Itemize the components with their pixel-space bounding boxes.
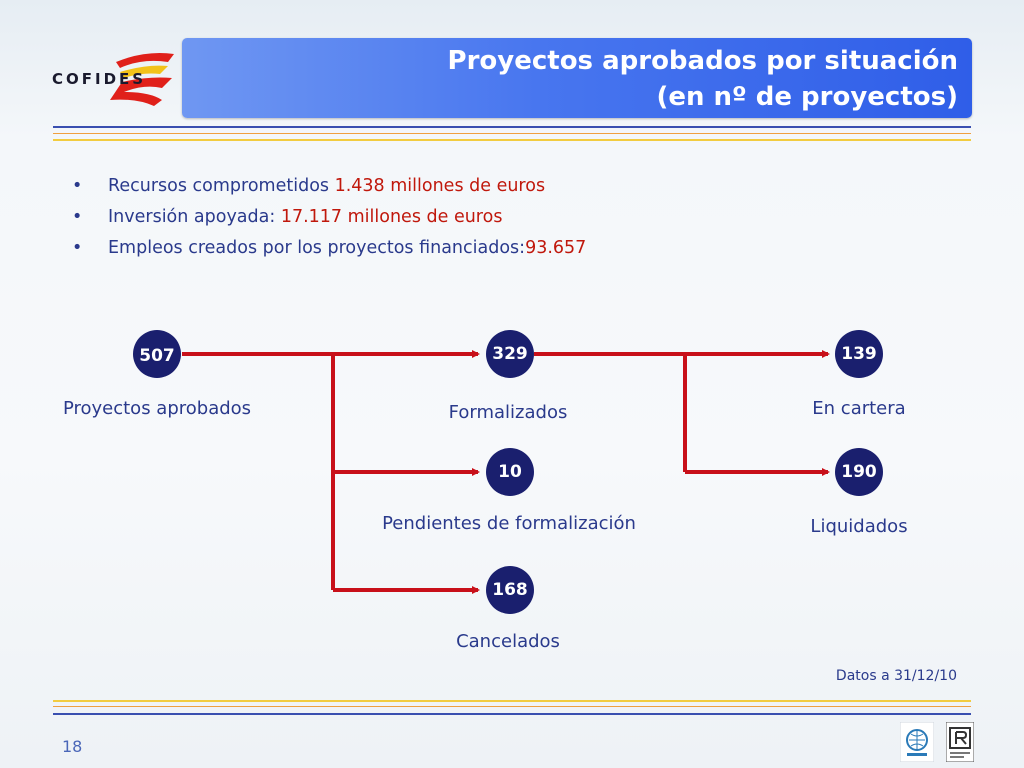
label-pendientes: Pendientes de formalización <box>382 513 636 534</box>
date-note: Datos a 31/12/10 <box>835 668 957 684</box>
bullet-inversion: Inversión apoyada: 17.117 millones de eu… <box>72 207 586 238</box>
header-rule-yellow <box>53 139 971 141</box>
node-aprobados-value: 507 <box>139 346 175 366</box>
node-formalizados: 329 <box>486 330 534 378</box>
label-cancelados: Cancelados <box>456 631 560 652</box>
logo-mark-icon <box>110 53 174 106</box>
node-pendientes: 10 <box>486 448 534 496</box>
global-compact-icon <box>899 721 935 763</box>
page-title: Proyectos aprobados por situación <box>447 46 958 76</box>
footer-rule-yellow <box>53 700 971 702</box>
node-formalizados-value: 329 <box>492 344 528 364</box>
summary-bullets: Recursos comprometidos 1.438 millones de… <box>72 176 586 269</box>
header-rule-orange <box>53 133 971 134</box>
node-pendientes-value: 10 <box>498 462 522 482</box>
node-liquidados-value: 190 <box>841 462 877 482</box>
header-rule-blue <box>53 126 971 128</box>
label-cartera: En cartera <box>812 398 906 419</box>
node-liquidados: 190 <box>835 448 883 496</box>
aenor-certification-icon <box>945 721 980 763</box>
bullet-empleos: Empleos creados por los proyectos financ… <box>72 238 586 269</box>
title-banner: Proyectos aprobados por situación (en nº… <box>182 38 972 118</box>
node-cancelados-value: 168 <box>492 580 528 600</box>
node-cartera: 139 <box>835 330 883 378</box>
footer-rule-blue <box>53 713 971 715</box>
node-cancelados: 168 <box>486 566 534 614</box>
label-formalizados: Formalizados <box>448 402 568 423</box>
footer-rule-orange <box>53 706 971 707</box>
page-subtitle: (en nº de proyectos) <box>656 82 958 112</box>
node-cartera-value: 139 <box>841 344 877 364</box>
cofides-logo: COFIDES <box>50 48 180 108</box>
logo-text: COFIDES <box>52 70 147 88</box>
node-aprobados: 507 <box>133 330 181 378</box>
label-liquidados: Liquidados <box>810 516 908 537</box>
bullet-recursos: Recursos comprometidos 1.438 millones de… <box>72 176 586 207</box>
page-number: 18 <box>62 737 83 756</box>
label-aprobados: Proyectos aprobados <box>62 398 252 419</box>
